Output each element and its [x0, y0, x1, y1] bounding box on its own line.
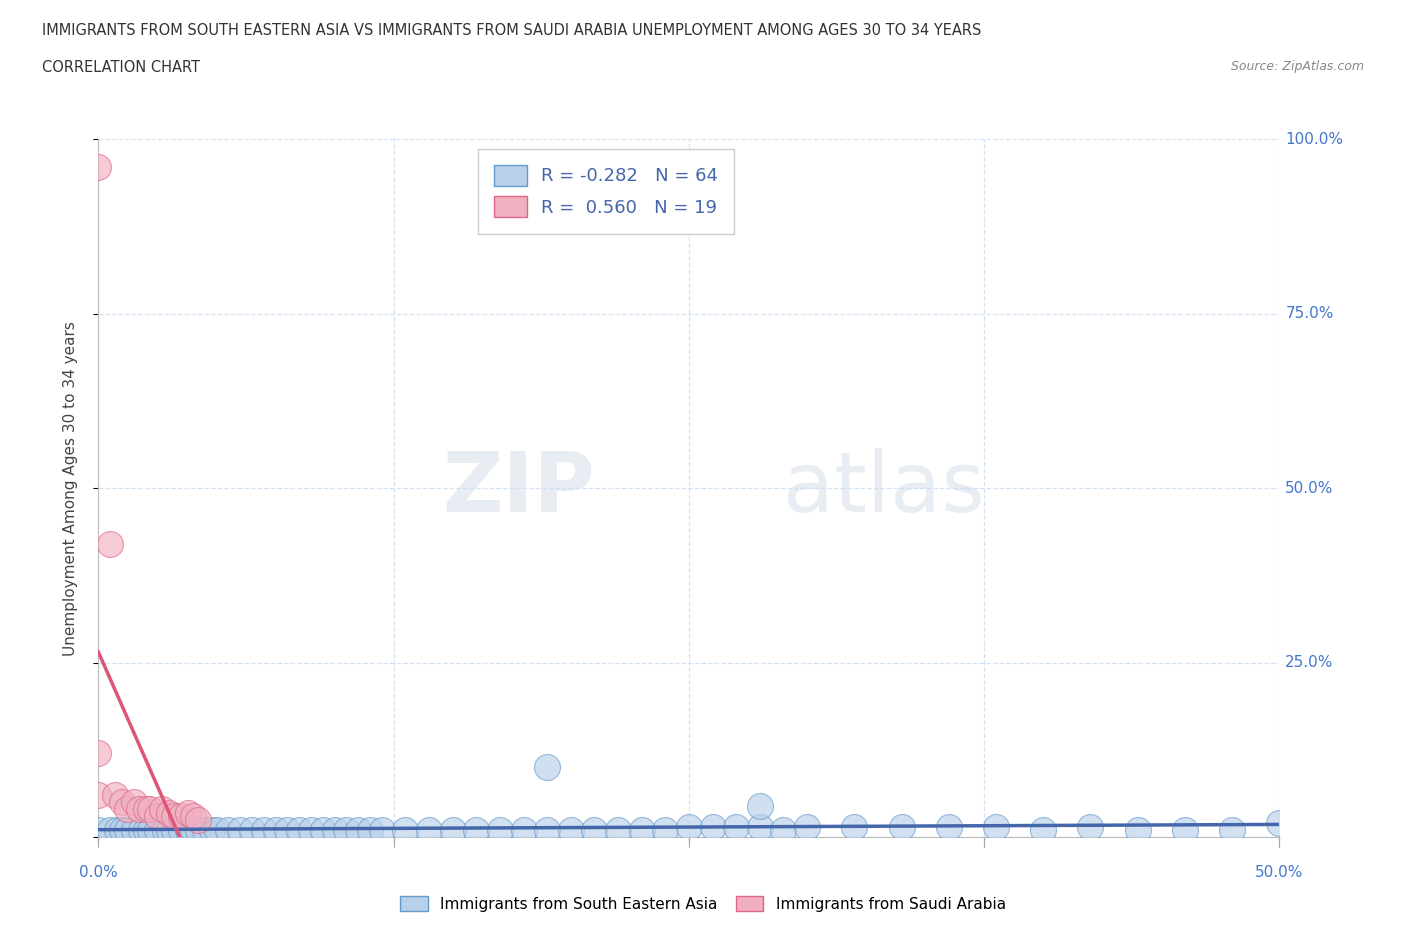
Point	[240, 823, 263, 837]
Point	[748, 798, 770, 813]
Point	[187, 823, 209, 837]
Point	[312, 823, 335, 837]
Point	[150, 802, 173, 817]
Text: CORRELATION CHART: CORRELATION CHART	[42, 60, 200, 75]
Point	[678, 819, 700, 834]
Point	[394, 823, 416, 837]
Point	[205, 823, 228, 837]
Legend: R = -0.282   N = 64, R =  0.560   N = 19: R = -0.282 N = 64, R = 0.560 N = 19	[478, 149, 734, 233]
Point	[139, 802, 162, 817]
Point	[170, 823, 193, 837]
Point	[157, 823, 180, 837]
Point	[288, 823, 311, 837]
Point	[512, 823, 534, 837]
Point	[323, 823, 346, 837]
Point	[135, 802, 157, 817]
Point	[264, 823, 287, 837]
Text: 50.0%: 50.0%	[1256, 865, 1303, 880]
Point	[129, 823, 152, 837]
Point	[122, 794, 145, 809]
Point	[217, 823, 239, 837]
Point	[153, 823, 176, 837]
Point	[177, 805, 200, 820]
Point	[1268, 816, 1291, 830]
Point	[87, 788, 110, 803]
Point	[984, 819, 1007, 834]
Point	[87, 823, 110, 837]
Point	[335, 823, 357, 837]
Text: ZIP: ZIP	[441, 447, 595, 529]
Point	[1032, 823, 1054, 837]
Point	[371, 823, 394, 837]
Point	[299, 823, 322, 837]
Point	[359, 823, 381, 837]
Point	[465, 823, 488, 837]
Point	[87, 160, 110, 175]
Legend: Immigrants from South Eastern Asia, Immigrants from Saudi Arabia: Immigrants from South Eastern Asia, Immi…	[394, 889, 1012, 918]
Point	[128, 802, 150, 817]
Point	[111, 823, 134, 837]
Point	[536, 760, 558, 775]
Text: 75.0%: 75.0%	[1285, 306, 1334, 322]
Point	[844, 819, 866, 834]
Text: Source: ZipAtlas.com: Source: ZipAtlas.com	[1230, 60, 1364, 73]
Point	[890, 819, 912, 834]
Point	[489, 823, 512, 837]
Point	[139, 823, 162, 837]
Text: 100.0%: 100.0%	[1285, 132, 1343, 147]
Point	[560, 823, 582, 837]
Point	[146, 823, 169, 837]
Point	[194, 823, 217, 837]
Point	[1126, 823, 1149, 837]
Point	[347, 823, 370, 837]
Point	[105, 823, 128, 837]
Point	[98, 537, 121, 551]
Point	[146, 809, 169, 824]
Point	[276, 823, 298, 837]
Point	[725, 819, 748, 834]
Text: atlas: atlas	[783, 447, 986, 529]
Point	[181, 809, 204, 824]
Point	[163, 809, 186, 824]
Point	[157, 805, 180, 820]
Point	[201, 823, 224, 837]
Point	[135, 823, 157, 837]
Point	[187, 812, 209, 827]
Point	[170, 809, 193, 824]
Point	[702, 819, 724, 834]
Point	[122, 823, 145, 837]
Point	[181, 823, 204, 837]
Point	[583, 823, 606, 837]
Point	[1080, 819, 1102, 834]
Point	[163, 823, 186, 837]
Point	[1220, 823, 1243, 837]
Point	[111, 794, 134, 809]
Point	[938, 819, 960, 834]
Point	[418, 823, 440, 837]
Point	[87, 746, 110, 761]
Text: 0.0%: 0.0%	[79, 865, 118, 880]
Point	[115, 802, 138, 817]
Point	[607, 823, 630, 837]
Point	[115, 823, 138, 837]
Text: IMMIGRANTS FROM SOUTH EASTERN ASIA VS IMMIGRANTS FROM SAUDI ARABIA UNEMPLOYMENT : IMMIGRANTS FROM SOUTH EASTERN ASIA VS IM…	[42, 23, 981, 38]
Point	[104, 788, 127, 803]
Point	[796, 819, 818, 834]
Point	[772, 823, 794, 837]
Point	[253, 823, 276, 837]
Point	[1174, 823, 1197, 837]
Point	[441, 823, 464, 837]
Point	[229, 823, 252, 837]
Point	[748, 819, 770, 834]
Y-axis label: Unemployment Among Ages 30 to 34 years: Unemployment Among Ages 30 to 34 years	[63, 321, 77, 656]
Point	[536, 823, 558, 837]
Text: 50.0%: 50.0%	[1285, 481, 1334, 496]
Point	[177, 823, 200, 837]
Point	[630, 823, 652, 837]
Point	[98, 823, 121, 837]
Text: 25.0%: 25.0%	[1285, 655, 1334, 671]
Point	[654, 823, 676, 837]
